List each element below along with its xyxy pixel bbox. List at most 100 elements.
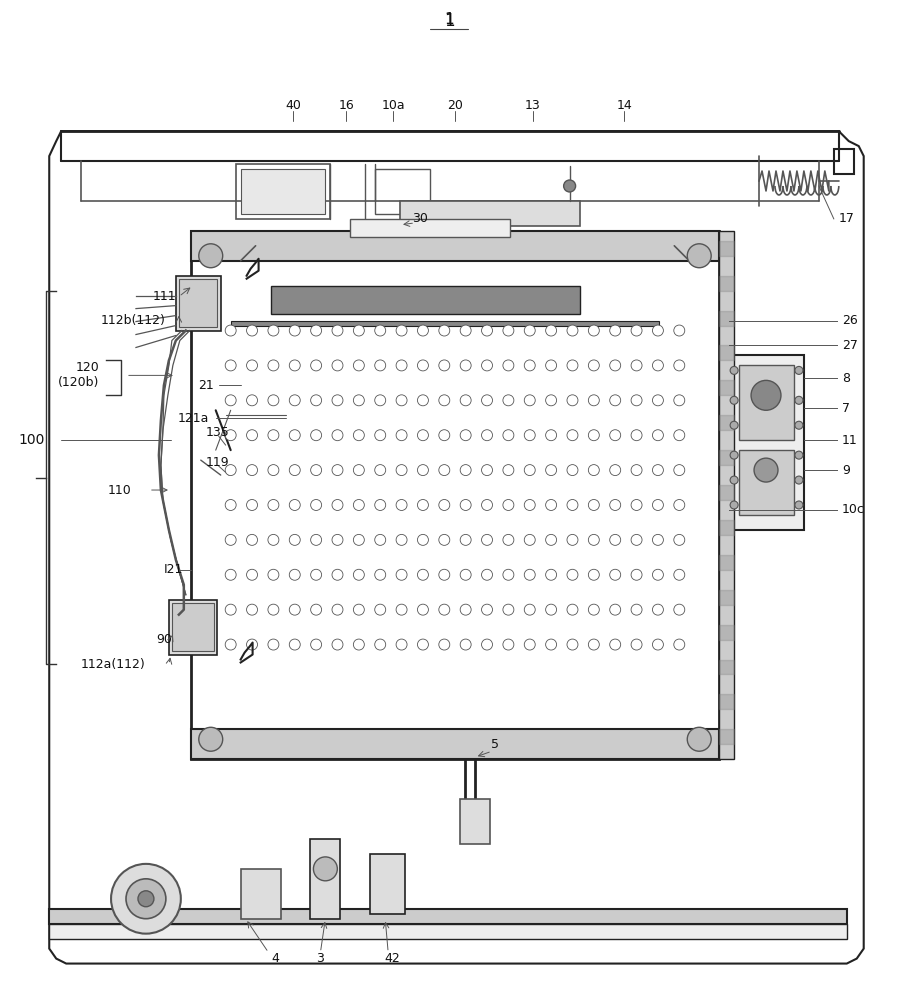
Circle shape: [354, 569, 365, 580]
Circle shape: [332, 325, 343, 336]
Bar: [190, 729, 719, 759]
Circle shape: [374, 325, 386, 336]
Circle shape: [354, 395, 365, 406]
Circle shape: [354, 500, 365, 510]
Bar: [401, 201, 579, 226]
Text: 40: 40: [286, 99, 302, 112]
Circle shape: [311, 569, 321, 580]
Circle shape: [567, 534, 578, 545]
Circle shape: [460, 604, 471, 615]
Text: 120
(120b): 120 (120b): [57, 361, 99, 389]
Circle shape: [610, 569, 621, 580]
Circle shape: [481, 534, 492, 545]
Circle shape: [524, 465, 535, 476]
Circle shape: [503, 325, 514, 336]
Text: 112b(112): 112b(112): [101, 314, 166, 327]
Circle shape: [374, 500, 386, 510]
Circle shape: [481, 465, 492, 476]
Circle shape: [481, 500, 492, 510]
Text: 13: 13: [524, 99, 541, 112]
Bar: [169, 600, 216, 655]
Circle shape: [674, 325, 685, 336]
Circle shape: [588, 395, 599, 406]
Circle shape: [481, 639, 492, 650]
Bar: [350, 219, 510, 237]
Circle shape: [631, 639, 642, 650]
Circle shape: [374, 569, 386, 580]
Bar: [834, 149, 854, 174]
Circle shape: [546, 395, 557, 406]
Circle shape: [247, 360, 258, 371]
Bar: [311, 839, 340, 919]
Circle shape: [439, 430, 450, 441]
Circle shape: [653, 569, 664, 580]
Circle shape: [524, 604, 535, 615]
Circle shape: [396, 500, 407, 510]
Bar: [190, 231, 719, 261]
Circle shape: [289, 534, 300, 545]
Text: 111: 111: [153, 290, 177, 303]
Circle shape: [631, 430, 642, 441]
Circle shape: [418, 569, 428, 580]
Circle shape: [332, 500, 343, 510]
Circle shape: [795, 366, 803, 374]
Bar: [241, 169, 325, 214]
Text: 10a: 10a: [382, 99, 405, 112]
Circle shape: [631, 569, 642, 580]
Circle shape: [631, 395, 642, 406]
Circle shape: [751, 380, 781, 410]
Circle shape: [546, 465, 557, 476]
Circle shape: [754, 458, 778, 482]
Circle shape: [396, 360, 407, 371]
Text: 100: 100: [18, 433, 45, 447]
Circle shape: [653, 430, 664, 441]
Circle shape: [374, 360, 386, 371]
Circle shape: [225, 639, 236, 650]
Circle shape: [631, 325, 642, 336]
Circle shape: [588, 465, 599, 476]
Text: 121a: 121a: [178, 412, 208, 425]
Circle shape: [332, 360, 343, 371]
Text: 20: 20: [447, 99, 462, 112]
Circle shape: [588, 569, 599, 580]
Bar: [460, 799, 490, 844]
Text: 27: 27: [841, 339, 858, 352]
Text: 7: 7: [841, 402, 850, 415]
Circle shape: [503, 534, 514, 545]
Circle shape: [730, 451, 738, 459]
Bar: [235, 164, 330, 219]
Circle shape: [332, 569, 343, 580]
Circle shape: [588, 639, 599, 650]
Circle shape: [289, 325, 300, 336]
Circle shape: [795, 451, 803, 459]
Circle shape: [610, 639, 621, 650]
Circle shape: [396, 395, 407, 406]
Bar: [370, 854, 405, 914]
Circle shape: [460, 534, 471, 545]
Circle shape: [567, 325, 578, 336]
Text: 90: 90: [156, 633, 172, 646]
Circle shape: [374, 534, 386, 545]
Circle shape: [524, 325, 535, 336]
Circle shape: [481, 569, 492, 580]
Bar: [190, 231, 719, 759]
Circle shape: [418, 325, 428, 336]
Circle shape: [374, 430, 386, 441]
Circle shape: [653, 604, 664, 615]
Circle shape: [198, 244, 223, 268]
Circle shape: [418, 465, 428, 476]
Circle shape: [268, 534, 279, 545]
Circle shape: [311, 500, 321, 510]
Circle shape: [546, 325, 557, 336]
Circle shape: [795, 421, 803, 429]
Circle shape: [418, 639, 428, 650]
Text: 8: 8: [841, 372, 850, 385]
Circle shape: [247, 604, 258, 615]
Circle shape: [225, 465, 236, 476]
Circle shape: [653, 639, 664, 650]
Circle shape: [439, 500, 450, 510]
Circle shape: [674, 430, 685, 441]
Circle shape: [111, 864, 180, 934]
Bar: [241, 869, 280, 919]
Circle shape: [730, 366, 738, 374]
